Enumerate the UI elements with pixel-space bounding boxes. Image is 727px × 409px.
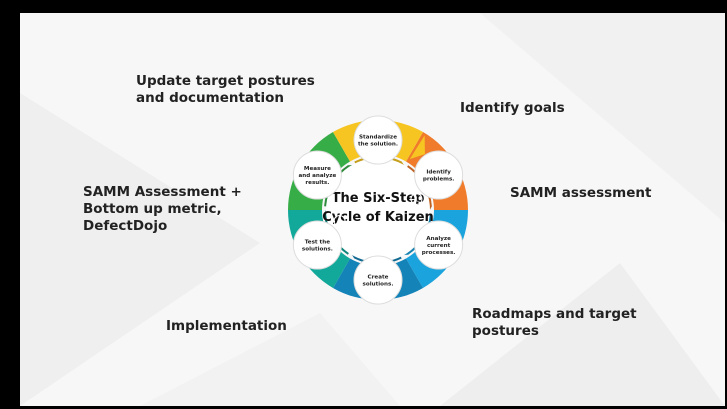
step-node-text-3-1: Create bbox=[368, 275, 389, 281]
step-node-text-4-1: Test the bbox=[305, 240, 330, 246]
step-node-circle-1 bbox=[414, 150, 464, 200]
step-node-text-2-2: current bbox=[427, 243, 451, 249]
step-node-circle-6 bbox=[353, 115, 403, 165]
step-node-circle-2 bbox=[414, 220, 464, 270]
step-node-circle-4 bbox=[292, 220, 342, 270]
step-number-badge-4 bbox=[333, 215, 346, 228]
step-node-text-5-2: and analyze bbox=[298, 173, 336, 179]
label-samm-assessment-left: SAMM Assessment + Bottom up metric, Defe… bbox=[83, 184, 242, 234]
center-title-line1: The Six-Step bbox=[332, 191, 425, 206]
step-number-badge-2 bbox=[400, 231, 413, 244]
kaizen-cycle-diagram: The Six-Step Cycle of Kaizen Identifypro… bbox=[288, 115, 469, 305]
step-number-3: 3 bbox=[366, 245, 370, 253]
step-node-text-5-3: results. bbox=[305, 180, 329, 186]
step-node-text-6-2: the solution. bbox=[358, 142, 398, 148]
step-number-badge-3 bbox=[362, 242, 375, 255]
step-node-text-1-2: problems. bbox=[423, 177, 455, 183]
step-node-text-5-1: Measure bbox=[304, 166, 331, 172]
step-number-1: 1 bbox=[414, 196, 418, 204]
step-node-circle-5 bbox=[292, 150, 342, 200]
slide: Update target postures and documentation… bbox=[20, 13, 725, 406]
cycle-arrowhead-6 bbox=[409, 135, 425, 160]
step-number-badge-6 bbox=[381, 165, 394, 178]
step-node-text-2-1: Analyze bbox=[426, 236, 451, 242]
step-node-text-2-3: processes. bbox=[422, 250, 456, 256]
label-samm-assessment-right: SAMM assessment bbox=[510, 185, 652, 201]
step-node-text-1-1: Identify bbox=[426, 170, 451, 176]
step-number-6: 6 bbox=[385, 168, 390, 176]
step-number-5: 5 bbox=[347, 179, 351, 187]
step-number-2: 2 bbox=[405, 234, 409, 242]
center-circle bbox=[326, 158, 430, 262]
step-number-badge-5 bbox=[343, 176, 356, 189]
step-number-4: 4 bbox=[337, 218, 342, 226]
label-update-target-postures: Update target postures and documentation bbox=[136, 73, 315, 106]
step-node-circle-3 bbox=[353, 255, 403, 305]
label-roadmaps-target-postures: Roadmaps and target postures bbox=[472, 306, 637, 339]
step-node-text-4-2: solutions. bbox=[302, 247, 333, 253]
label-identify-goals: Identify goals bbox=[460, 100, 565, 116]
center-title-line2: Cycle of Kaizen bbox=[322, 210, 434, 225]
label-implementation: Implementation bbox=[166, 318, 287, 334]
step-node-text-6-1: Standardize bbox=[359, 135, 397, 141]
step-number-badge-1 bbox=[410, 192, 423, 205]
step-node-text-3-2: solutions. bbox=[363, 282, 394, 288]
